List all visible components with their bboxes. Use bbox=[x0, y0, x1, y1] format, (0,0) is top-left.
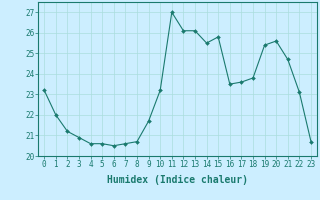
X-axis label: Humidex (Indice chaleur): Humidex (Indice chaleur) bbox=[107, 175, 248, 185]
